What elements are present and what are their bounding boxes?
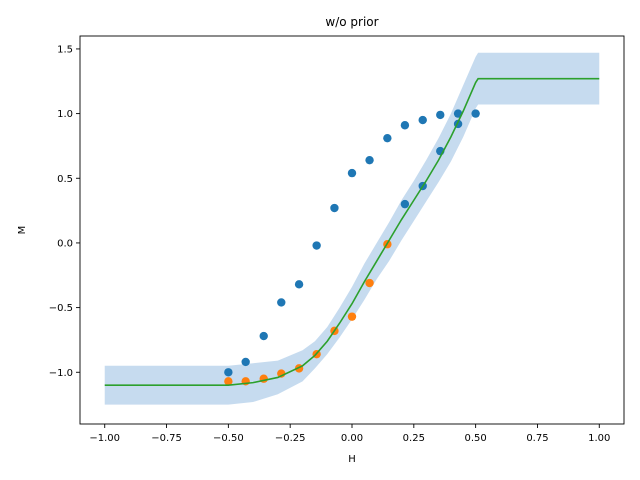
scatter-point-series0-0 — [224, 368, 233, 377]
x-tick-label-3: −0.25 — [275, 433, 306, 444]
x-tick-label-2: −0.50 — [213, 433, 244, 444]
scatter-point-series0-7 — [347, 168, 357, 178]
scatter-point-series0-18 — [400, 199, 410, 209]
scatter-point-series0-6 — [330, 203, 339, 213]
y-tick-label-0: −1.0 — [49, 368, 73, 379]
scatter-point-series1-0 — [224, 377, 233, 386]
scatter-point-series1-7 — [347, 312, 357, 321]
y-tick-label-5: 1.5 — [57, 44, 73, 55]
y-tick-label-1: −0.5 — [49, 303, 73, 314]
chart-title: w/o prior — [325, 15, 378, 29]
x-tick-label-8: 1.00 — [588, 433, 610, 444]
scatter-point-series0-8 — [365, 155, 374, 165]
x-tick-label-0: −1.00 — [89, 433, 120, 444]
scatter-point-series1-8 — [365, 278, 374, 288]
scatter-point-series0-12 — [436, 110, 445, 120]
scatter-point-series0-11 — [418, 115, 427, 125]
scatter-point-series0-9 — [383, 133, 392, 143]
x-tick-label-5: 0.25 — [403, 433, 425, 444]
x-tick-label-6: 0.50 — [465, 433, 487, 444]
y-tick-label-2: 0.0 — [57, 238, 73, 249]
x-tick-label-1: −0.75 — [151, 433, 182, 444]
scatter-point-series0-2 — [259, 331, 268, 341]
fit-line-0 — [104, 77, 600, 386]
scatter-point-series0-1 — [241, 357, 250, 367]
y-tick-label-4: 1.0 — [57, 109, 73, 120]
x-tick-label-4: 0.00 — [341, 433, 363, 444]
y-axis-label: M — [17, 226, 28, 235]
y-tick-label-3: 0.5 — [57, 174, 73, 185]
scatter-point-series0-3 — [277, 298, 286, 307]
x-axis-label: H — [348, 454, 356, 465]
scatter-point-series0-5 — [312, 241, 321, 250]
scatter-point-series0-14 — [471, 109, 480, 118]
x-tick-label-7: 0.75 — [526, 433, 548, 444]
scatter-point-series0-10 — [400, 121, 410, 130]
confidence-band-0 — [104, 52, 600, 405]
scatter-point-series0-4 — [294, 280, 304, 289]
plot-area: −1.00 −0.75 −0.50 −0.25 0.00 0.25 0.50 0.75 1.00… — [49, 35, 625, 444]
